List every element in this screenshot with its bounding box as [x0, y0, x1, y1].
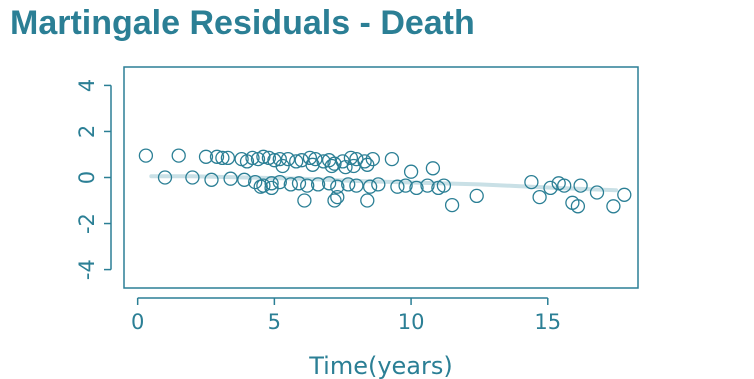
y-tick-label: 4	[75, 79, 99, 92]
data-point	[220, 150, 236, 166]
y-tick-label: -2	[75, 213, 99, 234]
x-tick-label: 5	[268, 310, 281, 334]
data-point	[327, 156, 342, 171]
data-point	[204, 172, 219, 187]
data-point	[420, 178, 435, 193]
data-point	[297, 193, 312, 208]
data-point	[362, 179, 378, 194]
data-point	[371, 177, 386, 192]
data-point	[338, 159, 353, 175]
x-tick-label: 0	[131, 310, 144, 334]
data-point	[283, 177, 298, 192]
data-point	[570, 199, 586, 214]
data-point	[327, 193, 342, 208]
data-point	[223, 171, 238, 186]
data-point	[360, 157, 375, 172]
data-point	[360, 193, 375, 208]
x-axis: 0 5 10 15	[131, 297, 561, 334]
points-layer	[138, 148, 632, 214]
data-point	[272, 151, 287, 167]
smooth-line-layer	[149, 174, 619, 193]
data-point	[589, 185, 605, 200]
data-point	[557, 178, 572, 193]
data-point	[532, 189, 547, 205]
data-point	[606, 199, 621, 214]
data-point	[346, 158, 361, 174]
data-point	[330, 179, 345, 194]
data-point	[198, 149, 214, 164]
data-point	[171, 148, 186, 163]
data-point	[237, 172, 252, 187]
data-point	[524, 174, 539, 190]
data-point	[403, 164, 419, 179]
y-tick-label: 2	[75, 125, 99, 138]
data-point	[390, 179, 405, 194]
data-point	[291, 176, 307, 191]
data-point	[300, 178, 315, 193]
data-point	[264, 180, 279, 196]
data-point	[157, 170, 173, 185]
data-point	[349, 178, 364, 193]
data-point	[209, 149, 225, 164]
data-point	[341, 177, 356, 192]
chart-title: Martingale Residuals - Death	[10, 4, 475, 42]
data-point	[384, 151, 400, 167]
y-tick-label: 0	[75, 171, 99, 184]
data-point	[248, 174, 263, 190]
data-point	[436, 178, 452, 193]
data-point	[302, 150, 318, 166]
data-point	[324, 158, 339, 174]
data-point	[310, 177, 326, 192]
x-tick-label: 15	[534, 310, 561, 334]
data-point	[275, 158, 290, 174]
smooth-line	[149, 174, 619, 193]
data-point	[469, 188, 484, 204]
data-point	[321, 176, 337, 191]
data-point	[573, 178, 588, 193]
data-point	[543, 180, 558, 196]
data-point	[253, 179, 268, 194]
plot-frame	[123, 66, 639, 289]
data-point	[245, 150, 260, 166]
data-point	[264, 176, 279, 191]
data-point	[289, 154, 304, 169]
data-point	[185, 170, 200, 185]
data-point	[409, 180, 424, 196]
data-point	[330, 189, 345, 205]
data-point	[617, 187, 632, 202]
y-tick-label: -4	[75, 259, 99, 280]
data-point	[215, 150, 230, 166]
data-point	[365, 151, 380, 167]
data-point	[316, 154, 331, 169]
data-point	[349, 151, 364, 167]
data-point	[256, 149, 271, 164]
data-point	[425, 161, 441, 176]
data-point	[305, 157, 320, 172]
data-point	[138, 148, 154, 163]
y-axis: -4 -2 0 2 4	[75, 79, 112, 280]
x-tick-label: 10	[398, 310, 425, 334]
data-point	[398, 178, 413, 193]
data-point	[444, 197, 460, 213]
x-axis-title: Time(years)	[308, 352, 453, 379]
